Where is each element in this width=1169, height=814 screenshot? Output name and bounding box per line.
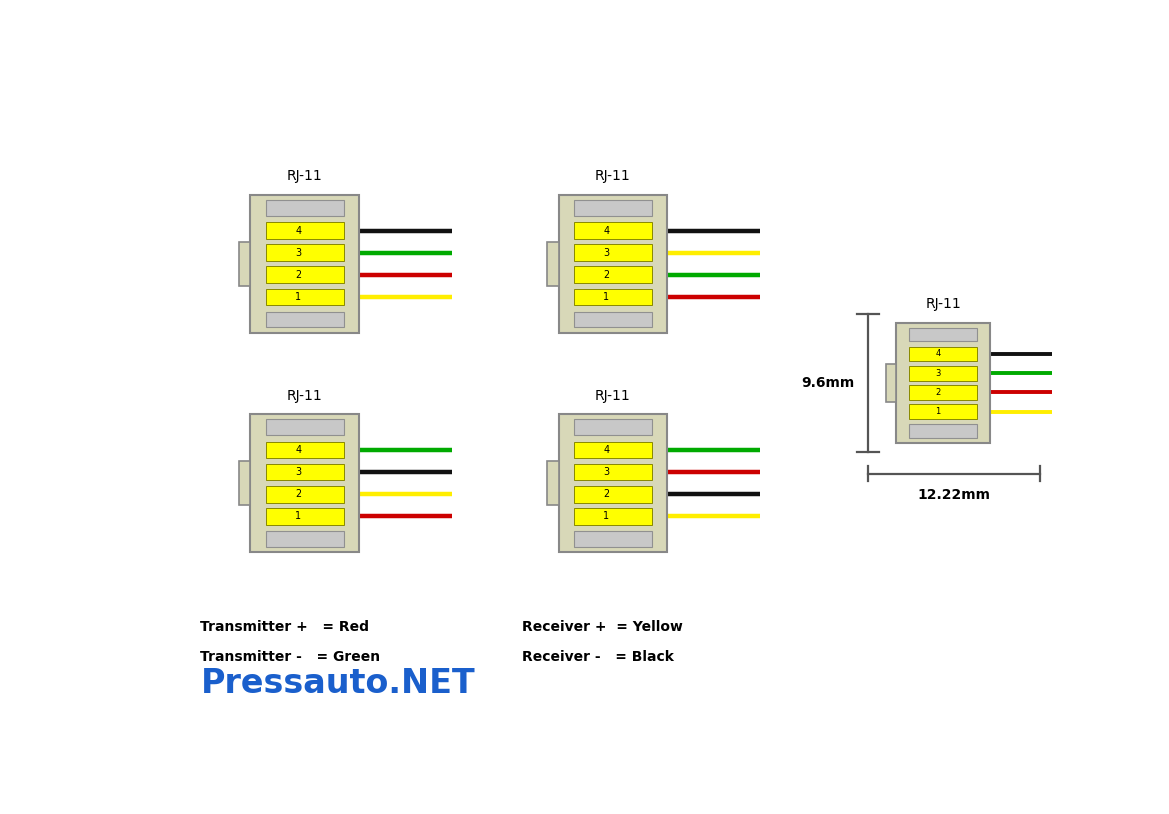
Text: 12.22mm: 12.22mm	[918, 488, 991, 501]
Bar	[574, 222, 651, 239]
Text: Transmitter +   = Red: Transmitter + = Red	[201, 620, 369, 634]
Bar	[574, 312, 651, 327]
Bar	[574, 464, 651, 480]
Bar	[547, 461, 559, 505]
Bar	[574, 266, 651, 283]
Bar	[574, 486, 651, 502]
Bar	[574, 200, 651, 216]
Bar	[559, 195, 666, 333]
Bar	[238, 461, 250, 505]
Text: 1: 1	[935, 407, 941, 416]
Bar	[265, 266, 344, 283]
Bar	[265, 244, 344, 261]
Bar	[897, 322, 990, 443]
Text: RJ-11: RJ-11	[595, 169, 630, 183]
Text: 4: 4	[935, 349, 941, 358]
Bar	[909, 385, 977, 400]
Bar	[250, 414, 359, 553]
Bar	[547, 242, 559, 286]
Bar	[265, 531, 344, 547]
Bar	[250, 195, 359, 333]
Text: 2: 2	[296, 270, 302, 280]
Bar	[238, 242, 250, 286]
Text: 3: 3	[603, 467, 609, 477]
Bar	[574, 244, 651, 261]
Bar	[574, 441, 651, 458]
Text: RJ-11: RJ-11	[286, 169, 323, 183]
Text: 4: 4	[603, 225, 609, 235]
Text: RJ-11: RJ-11	[926, 297, 961, 312]
Text: 1: 1	[296, 511, 302, 521]
Text: 2: 2	[935, 388, 941, 397]
Bar	[265, 289, 344, 305]
Text: 2: 2	[603, 270, 609, 280]
Text: 3: 3	[296, 247, 302, 258]
Bar	[574, 289, 651, 305]
Bar	[574, 419, 651, 435]
Text: RJ-11: RJ-11	[286, 388, 323, 403]
Text: 1: 1	[603, 511, 609, 521]
Bar	[265, 464, 344, 480]
Bar	[909, 347, 977, 361]
Text: Pressauto.NET: Pressauto.NET	[201, 667, 475, 700]
Text: Transmitter -   = Green: Transmitter - = Green	[201, 650, 381, 664]
Bar	[574, 508, 651, 525]
Text: 3: 3	[296, 467, 302, 477]
Bar	[265, 419, 344, 435]
Bar	[909, 366, 977, 381]
Text: 4: 4	[296, 225, 302, 235]
Text: Receiver -   = Black: Receiver - = Black	[523, 650, 675, 664]
Text: 3: 3	[935, 369, 941, 378]
Text: 4: 4	[603, 445, 609, 455]
Text: 1: 1	[296, 292, 302, 302]
Text: 9.6mm: 9.6mm	[801, 376, 855, 390]
Bar	[265, 200, 344, 216]
Bar	[265, 312, 344, 327]
Bar	[265, 486, 344, 502]
Bar	[559, 414, 666, 553]
Text: 2: 2	[603, 489, 609, 499]
Text: RJ-11: RJ-11	[595, 388, 630, 403]
Text: 4: 4	[296, 445, 302, 455]
Bar	[909, 424, 977, 438]
Text: 1: 1	[603, 292, 609, 302]
Bar	[265, 222, 344, 239]
Bar	[574, 531, 651, 547]
Text: 2: 2	[296, 489, 302, 499]
Bar	[886, 364, 897, 402]
Bar	[909, 327, 977, 341]
Bar	[265, 508, 344, 525]
Bar	[265, 441, 344, 458]
Bar	[909, 405, 977, 419]
Text: Receiver +  = Yellow: Receiver + = Yellow	[523, 620, 683, 634]
Text: 3: 3	[603, 247, 609, 258]
